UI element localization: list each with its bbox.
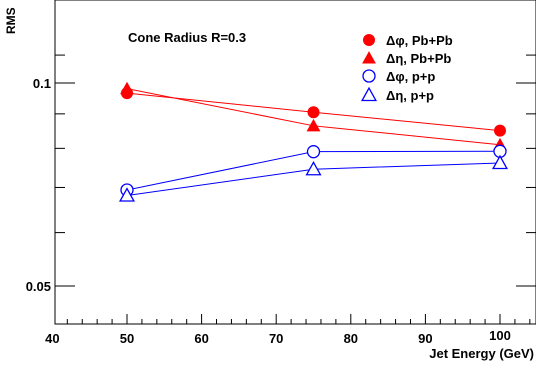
x-tick-label: 50 [120,331,134,346]
data-point [120,81,134,95]
legend-label: Δφ, Pb+Pb [386,33,453,48]
data-point [118,187,136,202]
data-point [305,160,322,176]
chart-annotation: Cone Radius R=0.3 [128,30,246,45]
y-tick-label: 0.1 [33,76,51,91]
legend-label: Δφ, p+p [386,69,435,84]
y-axis-label: RMS [4,7,18,34]
series-markers [118,81,509,202]
axis-ticks: 40 50 60 70 80 90 100 0.1 0.05 [26,54,536,346]
data-point [306,145,321,159]
legend-marker [363,34,375,46]
legend-marker [360,86,378,102]
x-tick-label: 70 [269,331,283,346]
x-tick-label: 80 [344,331,358,346]
data-point [307,106,320,119]
legend-marker [362,69,376,83]
data-point [306,118,321,132]
x-axis-label: Jet Energy (GeV) [429,346,534,361]
plot-frame [54,0,536,325]
x-tick-label: 90 [418,331,432,346]
x-tick-label: 60 [194,331,208,346]
y-tick-label: 0.05 [26,279,51,294]
x-tick-label: 40 [45,331,59,346]
legend-label: Δη, p+p [386,88,434,103]
data-point [494,124,506,137]
x-tick-label: 100 [489,328,511,343]
legend-label: Δη, Pb+Pb [386,51,451,66]
legend-marker [362,51,376,64]
legend: Δφ, Pb+Pb Δη, Pb+Pb Δφ, p+p Δη, p+p [360,33,453,103]
data-point [491,154,509,170]
series-lines [126,88,501,197]
